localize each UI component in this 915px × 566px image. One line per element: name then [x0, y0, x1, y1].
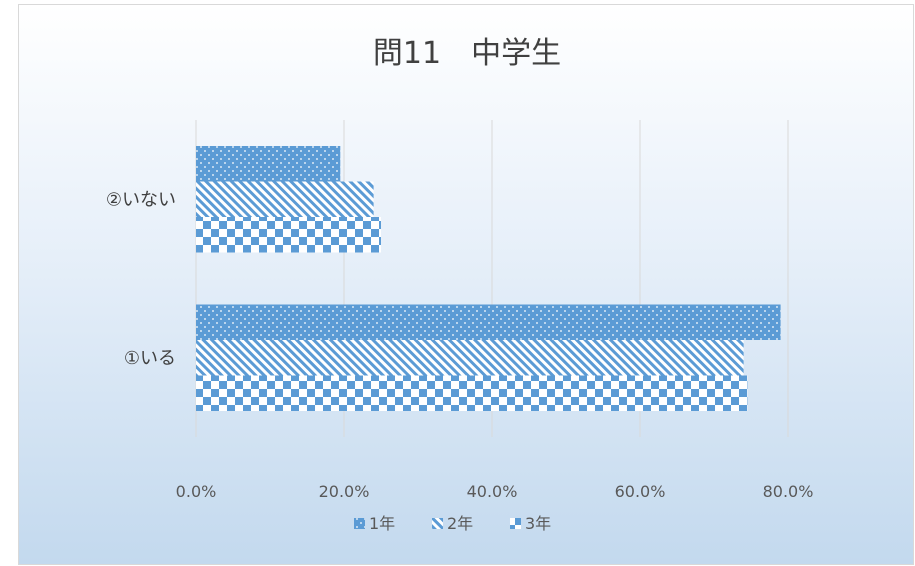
- category-label: ①いる: [124, 348, 176, 369]
- legend-label: 1年: [369, 514, 395, 533]
- chart-title: 問11 中学生: [373, 36, 561, 71]
- bar-3: [196, 375, 748, 411]
- category-labels: ①いる ②いない: [106, 189, 176, 369]
- x-tick-label: 40.0%: [467, 482, 518, 501]
- x-tick-label: 0.0%: [176, 482, 217, 501]
- category-label: ②いない: [106, 189, 176, 210]
- bar-2: [196, 181, 374, 217]
- bar-1: [196, 304, 781, 340]
- legend-swatch-3: [510, 518, 521, 529]
- x-tick-labels: 0.0% 20.0% 40.0% 60.0% 80.0%: [176, 482, 814, 501]
- x-tick-label: 60.0%: [615, 482, 666, 501]
- bar-3: [196, 217, 381, 253]
- bar-2: [196, 340, 744, 376]
- bar-chart: 問11 中学生 ①いる ②いない 0.0% 20.0% 40.0% 60.0% 80.0%…: [106, 36, 814, 533]
- legend: 1年 2年 3年: [354, 514, 551, 533]
- legend-label: 3年: [525, 514, 551, 533]
- x-tick-label: 80.0%: [763, 482, 814, 501]
- x-tick-label: 20.0%: [319, 482, 370, 501]
- legend-label: 2年: [447, 514, 473, 533]
- chart-frame: 問11 中学生 ①いる ②いない 0.0% 20.0% 40.0% 60.0% 80.0%…: [18, 4, 914, 565]
- bars: [196, 146, 781, 411]
- bar-1: [196, 146, 341, 182]
- legend-swatch-1: [354, 518, 365, 529]
- legend-swatch-2: [432, 518, 443, 529]
